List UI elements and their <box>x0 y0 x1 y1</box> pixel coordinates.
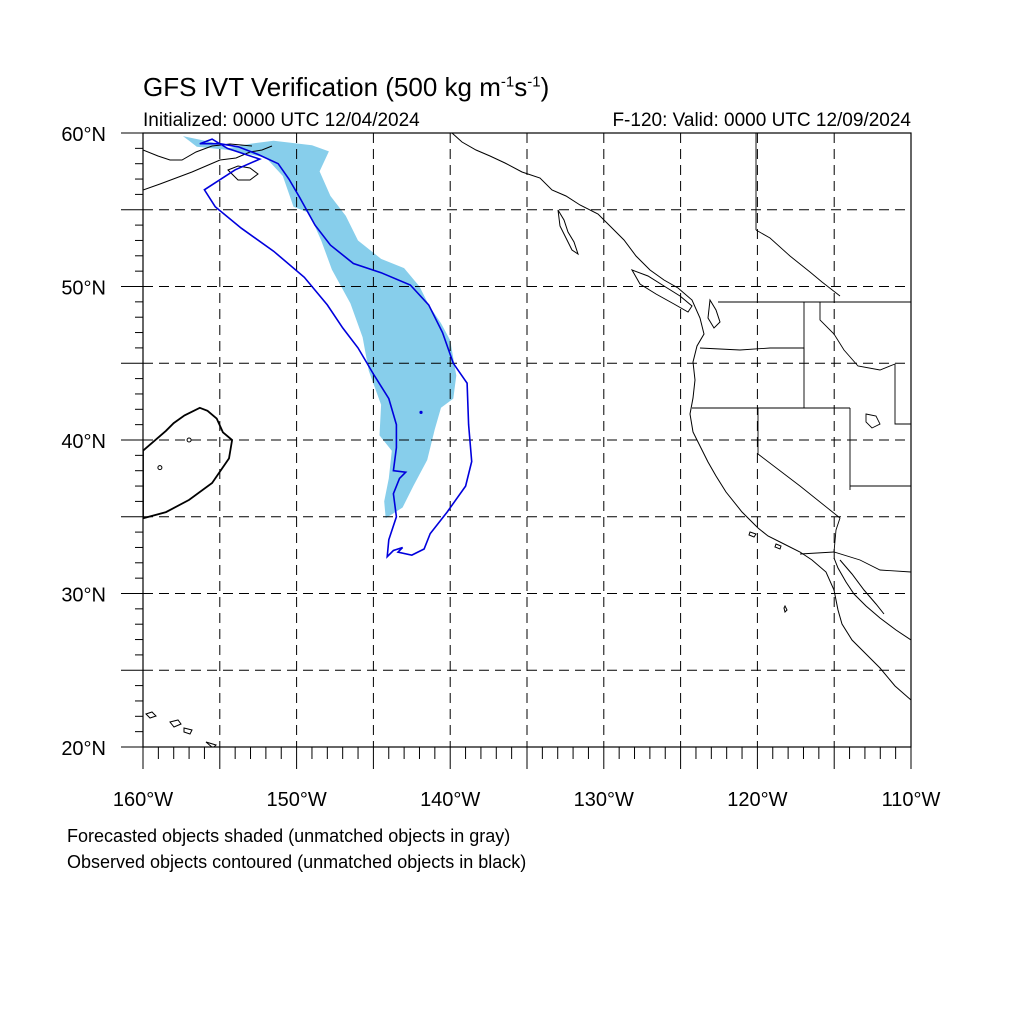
coastline-alaska-peninsula <box>143 145 273 191</box>
coastline-baja-east <box>833 557 911 641</box>
lat-label: 20°N <box>61 738 106 760</box>
island-hawaii-3 <box>183 727 193 735</box>
border-wa-or <box>699 347 805 362</box>
lon-label: 130°W <box>574 789 634 811</box>
border-bc-alberta <box>755 229 841 297</box>
coastline-great-salt-lake <box>865 413 881 429</box>
coastline-gulf-inner <box>839 559 885 615</box>
observed-ivt-object-unmatched <box>143 406 234 520</box>
lat-label: 30°N <box>61 585 106 607</box>
coastline-vancouver-island <box>630 269 693 313</box>
lon-label: 110°W <box>882 789 941 811</box>
island-hawaii-1 <box>145 711 157 719</box>
coastline-haida-gwaii <box>557 209 579 256</box>
forecast-ivt-object <box>182 136 457 519</box>
initialized-label: Initialized: 0000 UTC 12/04/2024 <box>143 110 420 131</box>
border-az-ca <box>833 517 841 553</box>
lon-label: 150°W <box>266 789 326 811</box>
lon-label: 160°W <box>113 789 173 811</box>
border-ut-wy <box>894 364 911 425</box>
lat-label: 50°N <box>61 278 106 300</box>
border-idaho-montana <box>819 302 896 371</box>
unmatched-small-contour <box>186 437 192 443</box>
island-channel-2 <box>774 543 782 550</box>
lon-label: 120°W <box>727 789 787 811</box>
coastline-kodiak <box>227 165 259 181</box>
valid-time-label: F-120: Valid: 0000 UTC 12/09/2024 <box>612 110 911 131</box>
island-hawaii-2 <box>169 719 182 728</box>
observed-ivt-object-matched <box>199 138 473 559</box>
lat-label: 60°N <box>61 124 106 146</box>
island-guadalupe <box>783 604 788 613</box>
lat-label: 40°N <box>61 431 106 453</box>
observed-ivt-dot <box>419 410 423 414</box>
border-ca-nv <box>757 408 841 519</box>
coastline-puget <box>707 298 721 329</box>
map-title: GFS IVT Verification (500 kg m-1s-1) <box>143 72 550 102</box>
lon-label: 140°W <box>420 789 480 811</box>
forecast-legend-note: Forecasted objects shaded (unmatched obj… <box>67 826 511 846</box>
border-us-mexico <box>799 551 911 573</box>
observed-legend-note: Observed objects contoured (unmatched ob… <box>67 852 527 872</box>
unmatched-small-contour <box>157 465 163 471</box>
coastline-north-america <box>451 133 911 701</box>
island-channel-1 <box>748 531 757 538</box>
